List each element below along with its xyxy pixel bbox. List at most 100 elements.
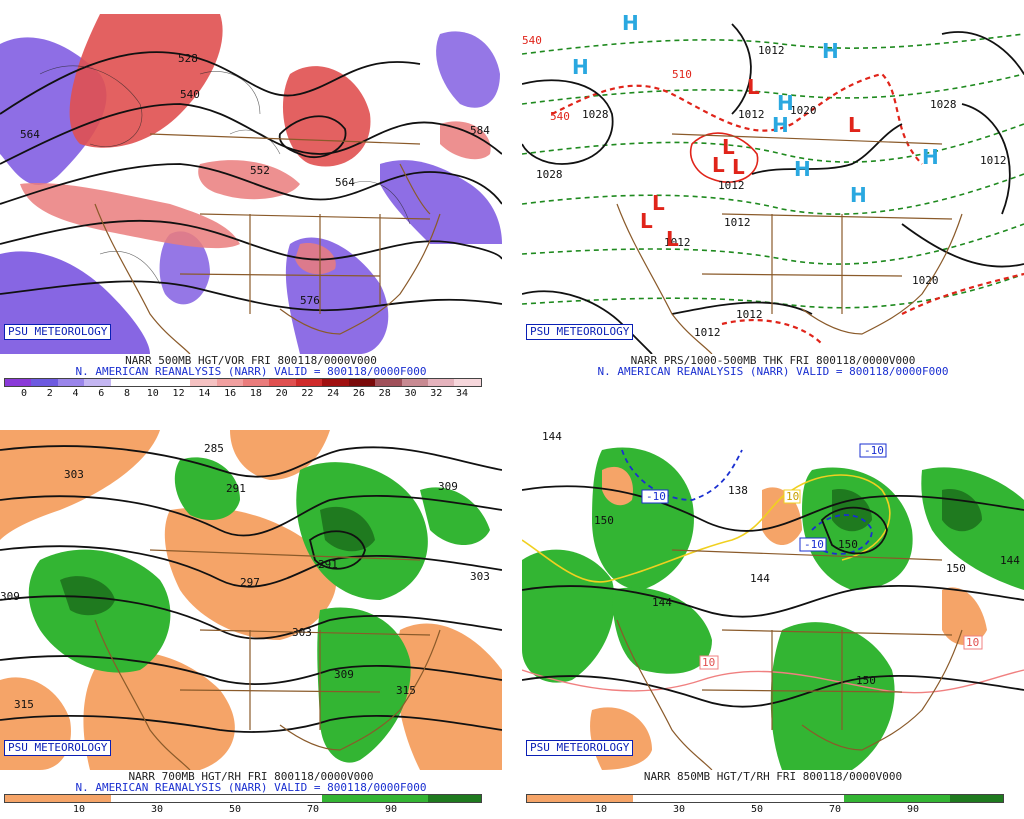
map-subcaption: N. AMERICAN REANALYSIS (NARR) VALID = 80… [597,365,949,378]
scale-tick: 12 [172,388,185,399]
map-500mb: 528 540 552 564 576 564 584 [0,14,502,354]
contour-label: 144 [542,430,562,443]
pressure-label: 1028 [536,168,563,181]
pressure-label: 1020 [790,104,817,117]
map-subcaption: N. AMERICAN REANALYSIS (NARR) VALID = 80… [75,365,427,378]
pos-vorticity-area [440,121,491,160]
contour-label: 540 [180,88,200,101]
pressure-label: 1012 [980,154,1007,167]
contour-label: 144 [750,572,770,585]
scale-tick: 70 [828,804,842,815]
scale-tick: 50 [228,804,242,815]
scale-tick: 28 [378,388,391,399]
psu-meteorology-badge: PSU METEOROLOGY [526,324,634,340]
scale-tick: 34 [455,388,469,399]
high-symbol: H [922,145,939,169]
map-thickness: 1028 1012 1012 1020 1012 1012 1012 1012 … [522,14,1024,354]
high-symbol: H [794,157,811,181]
scale-tick: 6 [98,388,105,399]
scale-tick: 8 [124,388,131,399]
vorticity-contours [39,65,411,285]
scale-swatch [322,379,349,386]
scale-tick: 10 [72,804,86,815]
contour-labels: 144 150 138 144 144 150 150 144 150 [542,430,1020,687]
contour-label: 315 [14,698,34,711]
scale-swatch [375,795,429,802]
panel-850mb: 144 150 138 144 144 150 150 144 150 -10 … [522,416,1024,816]
moist-area [317,607,411,763]
scale-tick: 30 [404,388,417,399]
dry-area [396,623,502,770]
scale-ticks: 0 2 4 6 8 10 12 14 16 18 20 22 24 26 28 30 32 34 [4,388,482,400]
scale-tick: 18 [249,388,262,399]
temperature-labels: -10 -10 -10 10 10 10 [641,443,983,670]
wet-area [60,576,115,616]
thickness-labels: 510 540 540 [522,34,692,123]
scale-swatch [84,379,111,386]
map-caption: NARR 700MB HGT/RH FRI 800118/0000V000 [128,770,374,783]
map-thickness-svg: 1028 1012 1012 1020 1012 1012 1012 1012 … [522,14,1024,354]
pressure-contours [522,23,1024,354]
coastlines [616,549,963,770]
wet-area [320,506,375,552]
dry-area [164,507,337,640]
scale-swatch [685,795,739,802]
pressure-labels: 1028 1012 1012 1020 1012 1012 1012 1012 … [536,44,1007,339]
contour-label: 150 [946,562,966,575]
pressure-label: 1012 [724,216,751,229]
scale-tick: 2 [46,388,53,399]
scale-swatch [632,795,686,802]
contour-labels: 528 540 552 564 576 564 584 [20,52,490,307]
contour-label: 309 [0,590,20,603]
high-symbol: H [822,39,839,63]
contour-label: 285 [204,442,224,455]
high-symbol: H [622,14,639,35]
scale-tick: 14 [198,388,211,399]
color-scale [4,794,482,803]
thickness-label: 540 [550,110,570,123]
low-symbol: L [652,191,665,215]
scale-swatch [57,795,111,802]
neg-vorticity-area [159,231,210,305]
cold-isotherm [621,449,743,501]
contour-label: 138 [728,484,748,497]
neg-vorticity-area [380,160,502,244]
cold-isotherm [811,514,873,555]
scale-tick: 30 [150,804,164,815]
low-symbol: L [848,113,861,137]
contour-label: 552 [250,164,270,177]
contour-label: 528 [178,52,198,65]
contour-label: 144 [652,596,672,609]
temperature-label: -10 [804,538,824,551]
coastlines [616,133,963,354]
scale-swatch [401,379,428,386]
moist-area [420,487,490,545]
pos-vorticity-area [20,183,240,249]
map-500mb-svg: 528 540 552 564 576 564 584 [0,14,502,354]
panel-700mb: 303 285 291 297 291 303 309 303 309 315 … [0,416,502,816]
contour-label: 315 [396,684,416,697]
scale-tick: 70 [306,804,320,815]
pressure-label: 1028 [582,108,609,121]
contour-labels: 303 285 291 297 291 303 309 303 309 315 … [0,442,490,711]
psu-meteorology-badge: PSU METEOROLOGY [4,740,112,756]
scale-swatch [295,379,323,386]
scale-swatch [428,379,455,386]
coastlines [94,133,441,354]
scale-swatch [375,379,402,386]
scale-swatch [950,795,1004,802]
low-symbol: L [666,227,679,251]
map-850mb: 144 150 138 144 144 150 150 144 150 -10 … [522,430,1024,770]
scale-swatch [163,379,191,386]
dry-area [942,587,987,645]
pressure-centers: H H H H H H H H L L L L L L L L [572,14,939,251]
dry-area [230,430,330,480]
scale-swatch [5,795,58,802]
scale-swatch [269,795,323,802]
scale-tick: 26 [352,388,365,399]
moist-area [174,457,240,520]
moist-area [770,622,895,770]
contour-label: 309 [334,668,354,681]
scale-tick: 90 [906,804,920,815]
scale-swatch [57,379,85,386]
